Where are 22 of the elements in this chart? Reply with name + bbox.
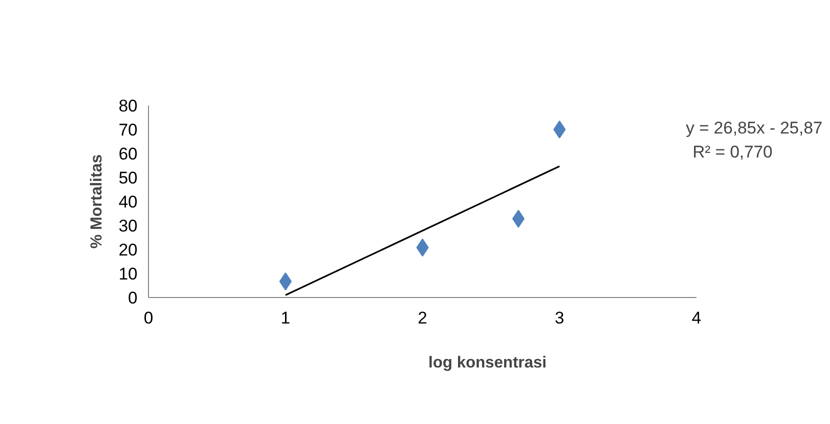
y-tick-label: 30 (118, 216, 138, 236)
y-tick-label: 0 (128, 288, 138, 308)
x-tick-label: 2 (418, 308, 428, 328)
x-axis-title: log konsentrasi (428, 354, 547, 372)
y-tick-label: 70 (118, 120, 138, 140)
annotation: y = 26,85x - 25,87 (686, 118, 823, 138)
x-tick-label: 4 (692, 308, 702, 328)
annotation: R² = 0,770 (692, 142, 773, 162)
x-tick-label: 3 (554, 308, 564, 328)
point (512, 210, 525, 228)
y-tick-label: 40 (118, 192, 138, 212)
point (553, 120, 566, 138)
y-axis-title: % Mortalitas (88, 154, 106, 249)
y-tick-label: 50 (118, 168, 138, 188)
x-tick-label: 0 (144, 308, 154, 328)
point (416, 238, 429, 257)
y-tick-label: 10 (118, 264, 138, 284)
y-tick-label: 60 (118, 144, 138, 164)
point (279, 272, 292, 290)
x-tick-label: 1 (280, 308, 290, 328)
y-tick-label: 20 (118, 240, 138, 260)
y-tick-label: 80 (118, 96, 138, 116)
